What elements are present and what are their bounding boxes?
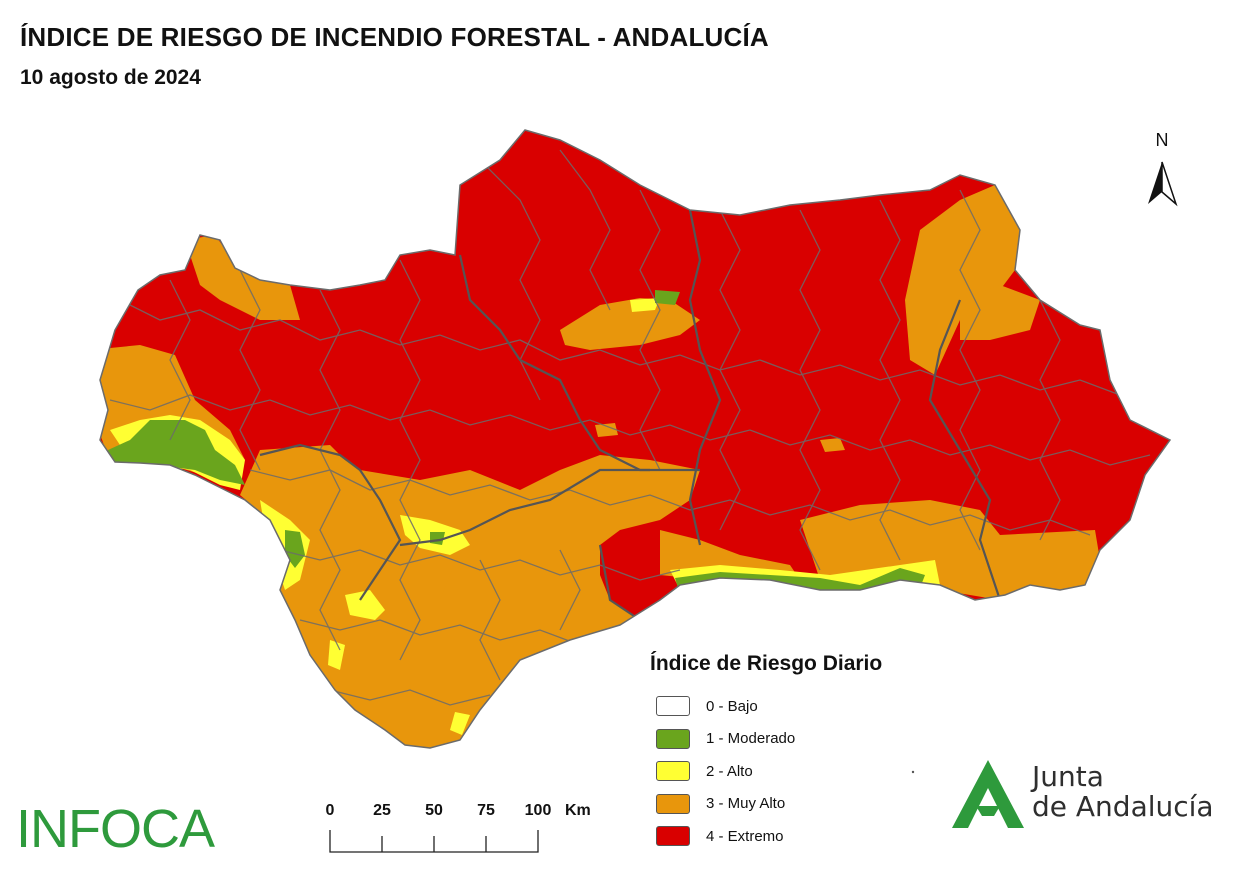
scale-tick: 25 — [373, 802, 391, 819]
legend-item-extremo: 4 - Extremo — [650, 820, 882, 853]
junta-de-andalucia-logo: Junta de Andalucía — [1032, 762, 1214, 822]
scale-unit: Km — [565, 802, 591, 819]
junta-line-2: de Andalucía — [1032, 790, 1214, 823]
map-title: ÍNDICE DE RIESGO DE INCENDIO FORESTAL - … — [20, 22, 769, 52]
scale-tick: 100 — [524, 802, 552, 819]
legend-title: Índice de Riesgo Diario — [650, 652, 883, 675]
junta-line-1: Junta — [1032, 760, 1104, 793]
north-label: N — [1155, 130, 1169, 150]
north-arrow-icon — [1148, 161, 1178, 207]
legend-item-muy-alto: 3 - Muy Alto — [650, 788, 882, 821]
scale-tick: 75 — [477, 802, 495, 819]
map-date: 10 agosto de 2024 — [20, 66, 201, 89]
legend-label: 3 - Muy Alto — [706, 795, 786, 813]
legend-swatch — [656, 826, 690, 847]
scale-tick: 0 — [325, 802, 335, 819]
map-legend: Índice de Riesgo Diario 0 - Bajo 1 - Mod… — [650, 652, 882, 853]
scale-tick: 50 — [425, 802, 443, 819]
legend-swatch — [656, 696, 690, 717]
scale-bar: 0 25 50 75 100 Km — [320, 800, 620, 860]
legend-item-alto: 2 - Alto — [650, 755, 882, 788]
infoca-logo: INFOCA — [16, 799, 215, 859]
legend-label: 4 - Extremo — [706, 827, 784, 845]
legend-label: 2 - Alto — [706, 762, 753, 780]
north-arrow: N — [1140, 130, 1184, 210]
legend-swatch — [656, 761, 690, 782]
legend-label: 0 - Bajo — [706, 697, 758, 715]
legend-item-moderado: 1 - Moderado — [650, 723, 882, 756]
legend-item-bajo: 0 - Bajo — [650, 690, 882, 723]
legend-label: 1 - Moderado — [706, 730, 796, 748]
junta-de-andalucia-emblem-icon — [952, 760, 1024, 828]
legend-swatch — [656, 793, 690, 814]
legend-swatch — [656, 728, 690, 749]
scale-bar-graphic — [329, 830, 539, 853]
